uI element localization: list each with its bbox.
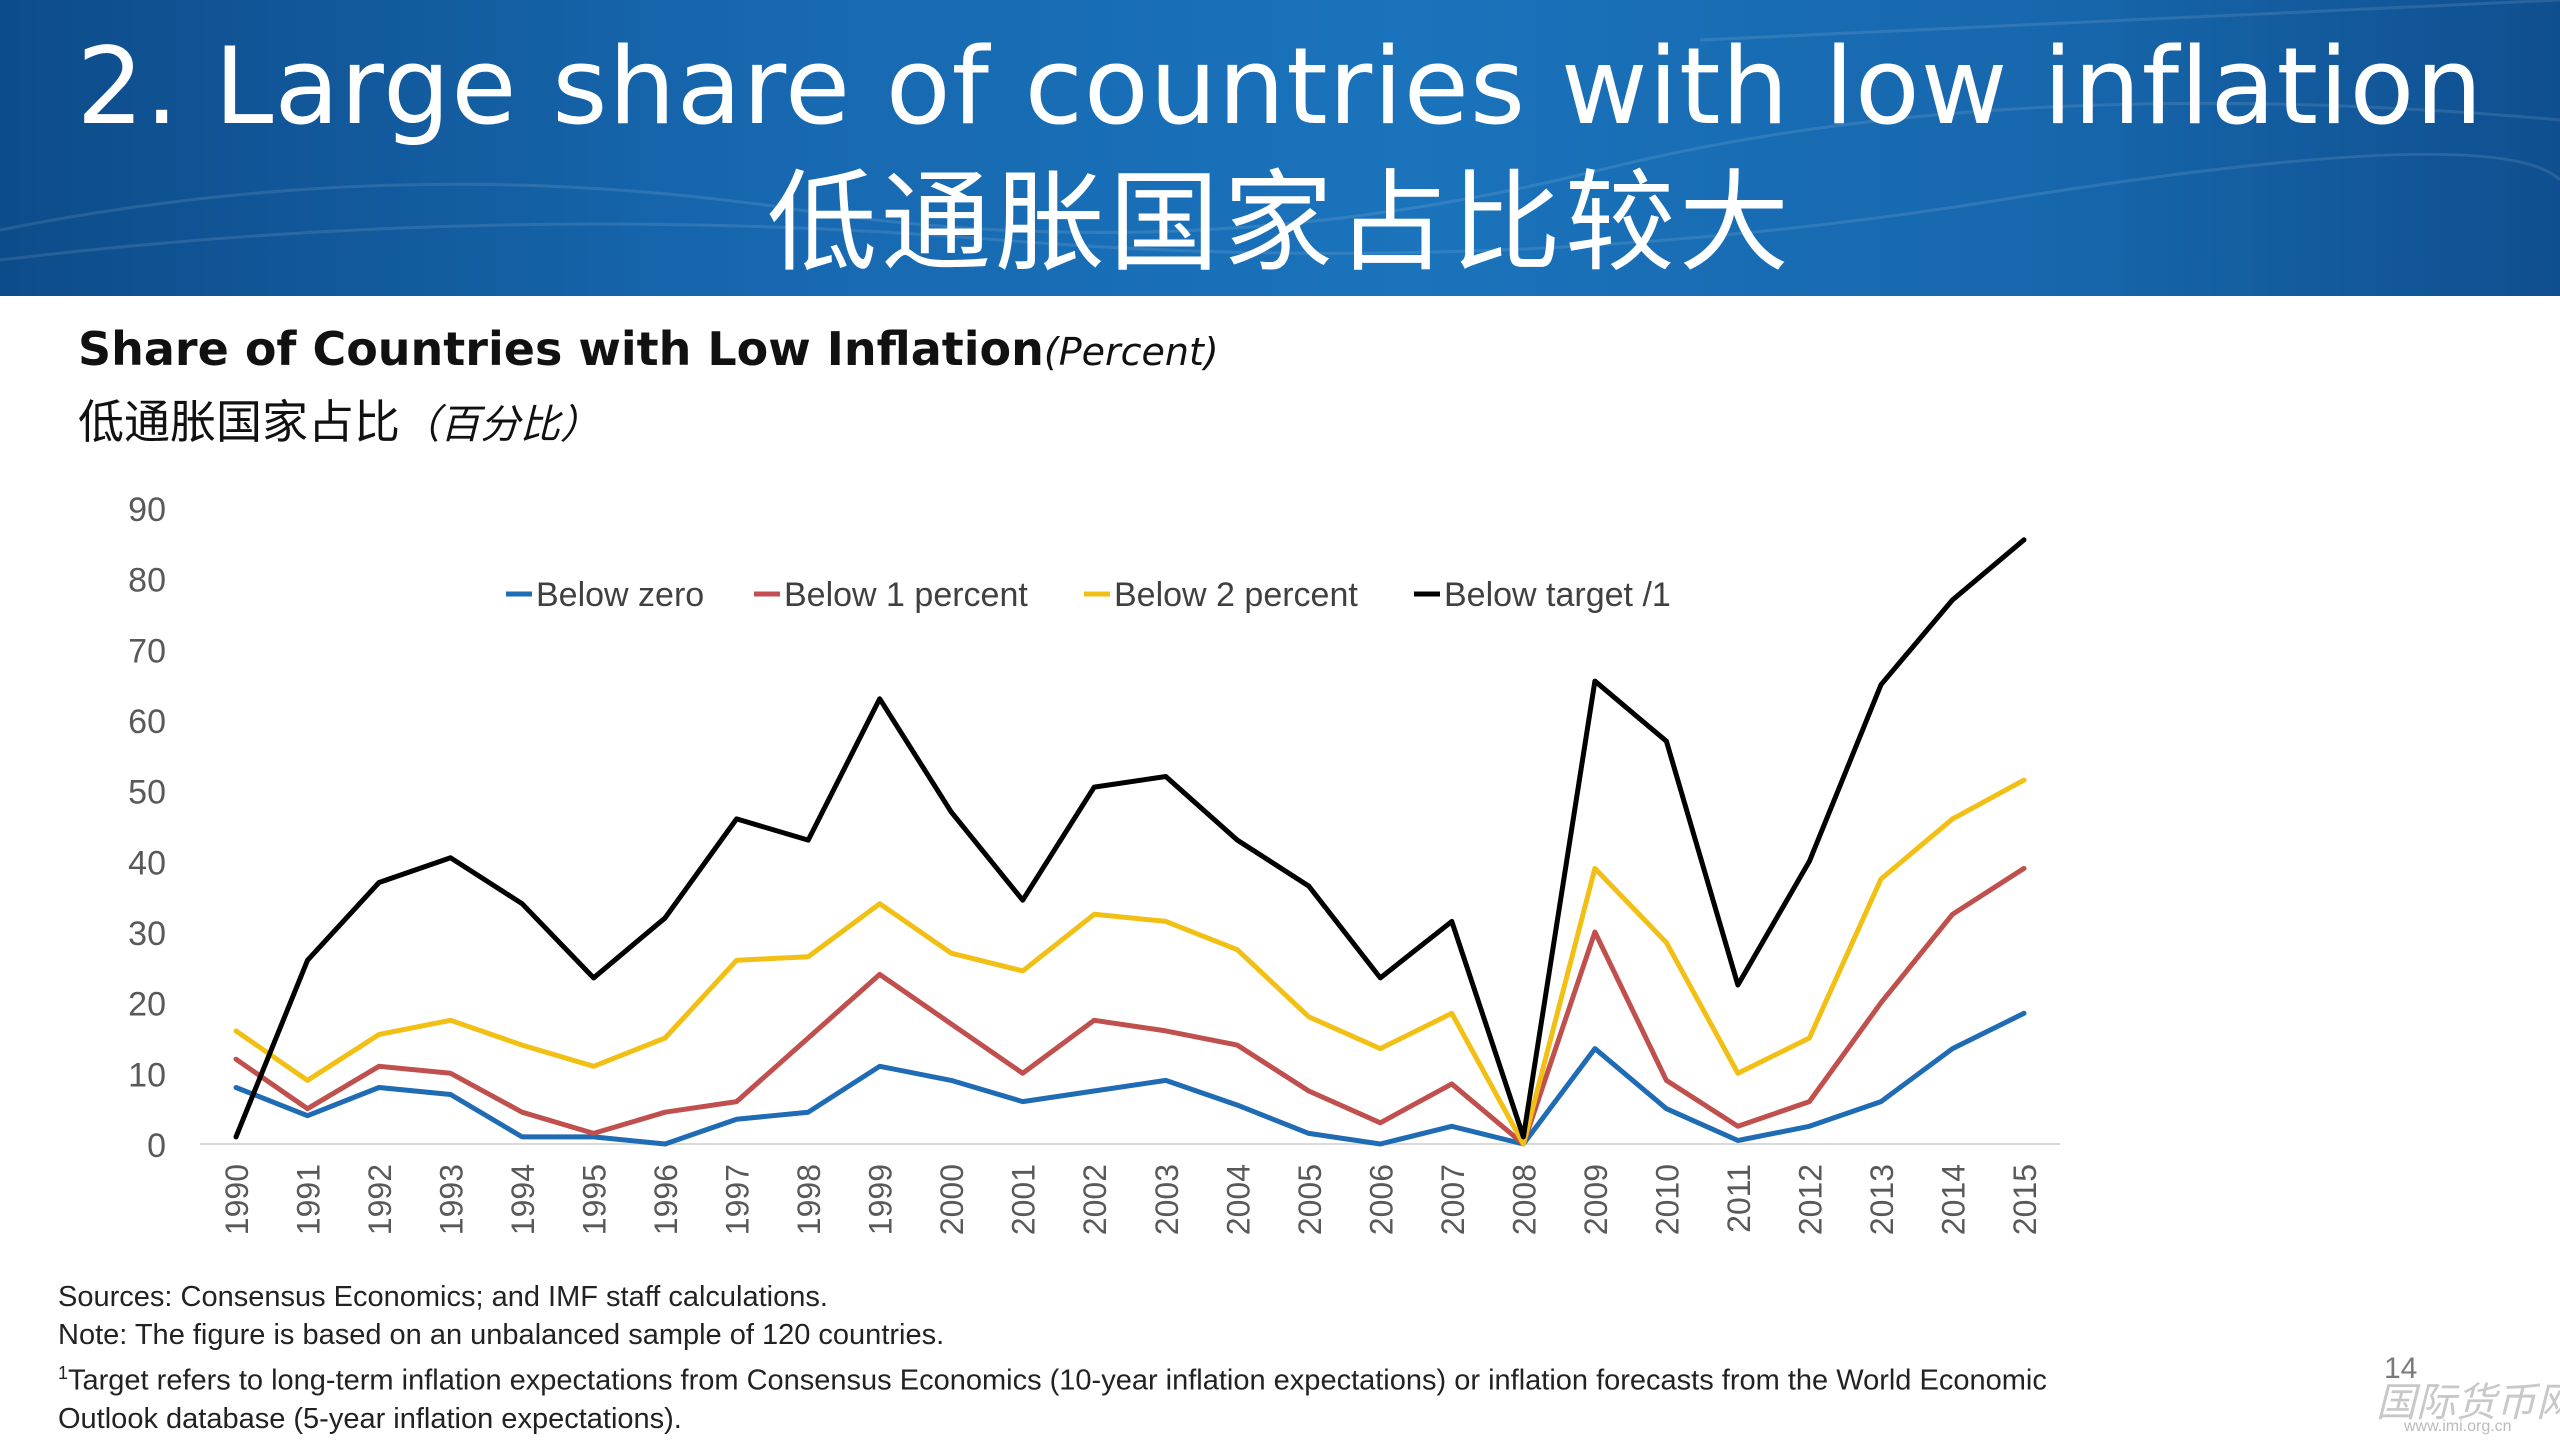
watermark-url: www.imi.org.cn [2404, 1418, 2512, 1435]
footnote-text-1: Target refers to long-term inflation exp… [68, 1364, 2047, 1397]
chart-title-unit: (Percent) [1043, 330, 1219, 374]
x-tick-label: 2009 [1578, 1164, 1614, 1235]
x-tick-label: 2015 [2007, 1164, 2043, 1235]
x-tick-label: 2006 [1363, 1164, 1399, 1235]
x-tick-label: 1994 [505, 1164, 541, 1235]
x-tick-label: 1996 [648, 1164, 684, 1235]
x-tick-label: 2001 [1006, 1164, 1042, 1235]
x-tick-label: 1993 [434, 1164, 470, 1235]
x-tick-label: 1995 [577, 1164, 613, 1235]
sources-note: Sources: Consensus Economics; and IMF st… [58, 1281, 828, 1313]
series-line-below-target-1 [233, 537, 2027, 1140]
y-tick-label: 80 [128, 562, 166, 600]
slide-title-chinese: 低通胀国家占比较大 [767, 159, 1793, 287]
page-number: 14 [2384, 1352, 2418, 1385]
footnote-line-1: 1Target refers to long-term inflation ex… [58, 1354, 2338, 1400]
y-tick-label: 40 [128, 844, 166, 882]
y-tick-label: 30 [128, 915, 166, 953]
footnote-line-2: Outlook database (5-year inflation expec… [58, 1402, 682, 1435]
y-tick-label: 50 [128, 774, 166, 812]
legend-label: Below target /1 [1444, 576, 1671, 614]
y-tick-label: 0 [147, 1127, 166, 1165]
y-tick-label: 70 [128, 632, 166, 670]
chart-subtitle-unit: （百分比） [400, 402, 600, 448]
line-chart: 0 10 20 30 40 50 60 70 80 90 1990 1991 1992 1993 1994 1… [128, 491, 2060, 1235]
legend-label: Below 1 percent [784, 576, 1028, 614]
chart-subtitle-text: 低通胀国家占比 [78, 395, 400, 449]
series-line-below-zero [233, 1010, 2027, 1147]
x-tick-label: 1998 [791, 1164, 827, 1235]
watermark-logo: 国际货币网 [2376, 1380, 2560, 1426]
x-tick-label: 2005 [1292, 1164, 1328, 1235]
sample-note: Note: The figure is based on an unbalanc… [58, 1319, 945, 1351]
x-tick-label: 1991 [291, 1164, 327, 1235]
y-tick-label: 20 [128, 986, 166, 1024]
x-tick-label: 2003 [1149, 1164, 1185, 1235]
chart-subtitle: 低通胀国家占比（百分比） [78, 386, 600, 452]
series-line-below-2-percent [233, 777, 2027, 1147]
footnote-marker: 1 [58, 1363, 69, 1383]
chart-title-text: Share of Countries with Low Inflation [78, 322, 1044, 376]
x-tick-label: 1992 [362, 1164, 398, 1235]
legend-label: Below zero [536, 576, 704, 614]
legend-label: Below 2 percent [1114, 576, 1358, 614]
x-tick-label: 2008 [1506, 1164, 1542, 1235]
chart-title: Share of Countries with Low Inflation(Pe… [78, 322, 1219, 376]
x-tick-label: 2014 [1935, 1164, 1971, 1235]
x-tick-label: 2012 [1792, 1164, 1828, 1235]
x-tick-label: 2002 [1077, 1164, 1113, 1235]
y-tick-label: 10 [128, 1056, 166, 1094]
x-tick-label: 1997 [720, 1164, 756, 1235]
chart-notes: Sources: Consensus Economics; and IMF st… [58, 1278, 2338, 1438]
x-tick-label: 2010 [1649, 1164, 1685, 1235]
title-banner: 2. Large share of countries with low inf… [0, 0, 2560, 296]
series-line-below-1-percent [233, 865, 2027, 1147]
banner-background-graphic [0, 0, 2560, 262]
x-tick-label: 2013 [1864, 1164, 1900, 1235]
x-tick-label: 1990 [219, 1164, 255, 1235]
x-tick-label: 2004 [1220, 1164, 1256, 1235]
slide-title-english: 2. Large share of countries with low inf… [76, 25, 2484, 148]
x-tick-label: 2007 [1435, 1164, 1471, 1235]
x-tick-label: 2011 [1721, 1164, 1757, 1233]
y-tick-label: 90 [128, 491, 166, 529]
y-tick-label: 60 [128, 703, 166, 741]
x-tick-label: 2000 [934, 1164, 970, 1235]
x-tick-label: 1999 [863, 1164, 899, 1235]
